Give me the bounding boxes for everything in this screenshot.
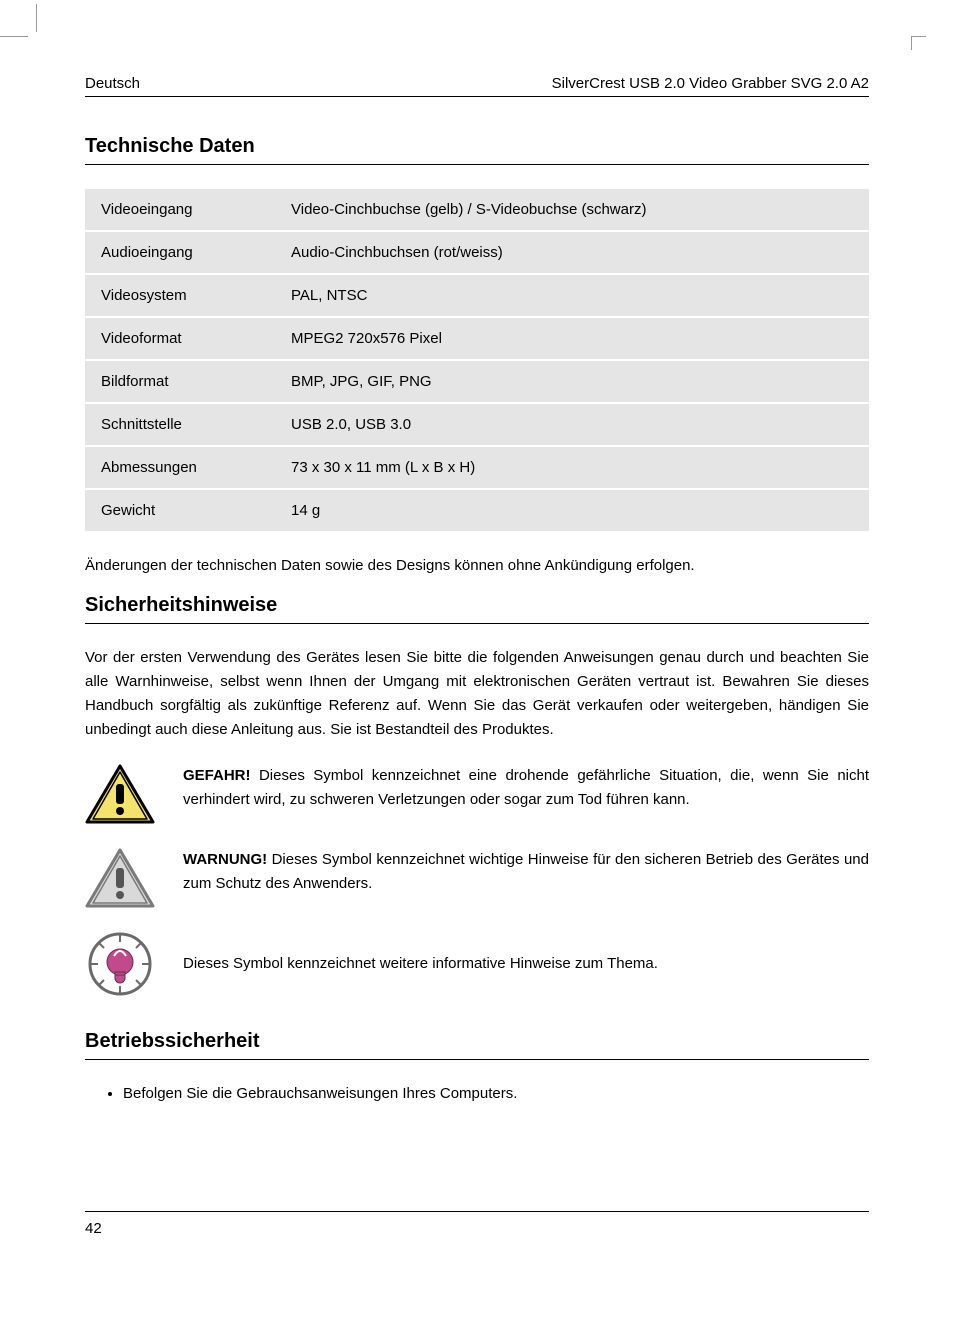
spec-label: Videoeingang	[85, 189, 275, 230]
info-icon	[85, 932, 155, 996]
spec-value: Video-Cinchbuchse (gelb) / S-Videobuchse…	[275, 189, 869, 230]
warning-text: WARNUNG! Dieses Symbol kennzeichnet wich…	[183, 848, 869, 896]
header-left: Deutsch	[85, 75, 140, 92]
opsafety-list: Befolgen Sie die Gebrauchsanweisungen Ih…	[85, 1082, 869, 1106]
table-row: AudioeingangAudio-Cinchbuchsen (rot/weis…	[85, 232, 869, 273]
info-text: Dieses Symbol kennzeichnet weitere infor…	[183, 952, 869, 976]
spec-label: Bildformat	[85, 361, 275, 402]
list-item: Befolgen Sie die Gebrauchsanweisungen Ih…	[123, 1082, 869, 1106]
table-row: SchnittstelleUSB 2.0, USB 3.0	[85, 404, 869, 445]
table-row: VideoformatMPEG2 720x576 Pixel	[85, 318, 869, 359]
info-notice: Dieses Symbol kennzeichnet weitere infor…	[85, 932, 869, 996]
spec-label: Videosystem	[85, 275, 275, 316]
page-footer: 42	[85, 1211, 869, 1237]
spec-value: Audio-Cinchbuchsen (rot/weiss)	[275, 232, 869, 273]
table-row: VideosystemPAL, NTSC	[85, 275, 869, 316]
specs-table: VideoeingangVideo-Cinchbuchse (gelb) / S…	[85, 187, 869, 533]
warning-body: Dieses Symbol kennzeichnet wichtige Hinw…	[183, 851, 869, 892]
warning-notice: WARNUNG! Dieses Symbol kennzeichnet wich…	[85, 848, 869, 910]
section-title-opsafety: Betriebssicherheit	[85, 1030, 869, 1060]
spec-label: Audioeingang	[85, 232, 275, 273]
header-right: SilverCrest USB 2.0 Video Grabber SVG 2.…	[552, 75, 869, 92]
table-row: BildformatBMP, JPG, GIF, PNG	[85, 361, 869, 402]
page-number: 42	[85, 1220, 102, 1237]
page-header: Deutsch SilverCrest USB 2.0 Video Grabbe…	[85, 75, 869, 97]
spec-value: 73 x 30 x 11 mm (L x B x H)	[275, 447, 869, 488]
spec-value: BMP, JPG, GIF, PNG	[275, 361, 869, 402]
section-title-tech: Technische Daten	[85, 135, 869, 165]
danger-body: Dieses Symbol kennzeichnet eine drohende…	[183, 767, 869, 808]
spec-value: MPEG2 720x576 Pixel	[275, 318, 869, 359]
warning-label: WARNUNG!	[183, 851, 267, 868]
table-row: Gewicht14 g	[85, 490, 869, 531]
spec-label: Videoformat	[85, 318, 275, 359]
spec-label: Abmessungen	[85, 447, 275, 488]
safety-intro: Vor der ersten Verwendung des Gerätes le…	[85, 646, 869, 742]
danger-icon	[85, 764, 155, 826]
page: Deutsch SilverCrest USB 2.0 Video Grabbe…	[0, 0, 954, 1166]
danger-notice: GEFAHR! Dieses Symbol kennzeichnet eine …	[85, 764, 869, 826]
table-row: Abmessungen73 x 30 x 11 mm (L x B x H)	[85, 447, 869, 488]
warning-icon	[85, 848, 155, 910]
tech-note: Änderungen der technischen Daten sowie d…	[85, 557, 869, 574]
danger-label: GEFAHR!	[183, 767, 251, 784]
table-row: VideoeingangVideo-Cinchbuchse (gelb) / S…	[85, 189, 869, 230]
spec-value: PAL, NTSC	[275, 275, 869, 316]
danger-text: GEFAHR! Dieses Symbol kennzeichnet eine …	[183, 764, 869, 812]
section-title-safety: Sicherheitshinweise	[85, 594, 869, 624]
spec-value: 14 g	[275, 490, 869, 531]
spec-label: Schnittstelle	[85, 404, 275, 445]
spec-value: USB 2.0, USB 3.0	[275, 404, 869, 445]
spec-label: Gewicht	[85, 490, 275, 531]
